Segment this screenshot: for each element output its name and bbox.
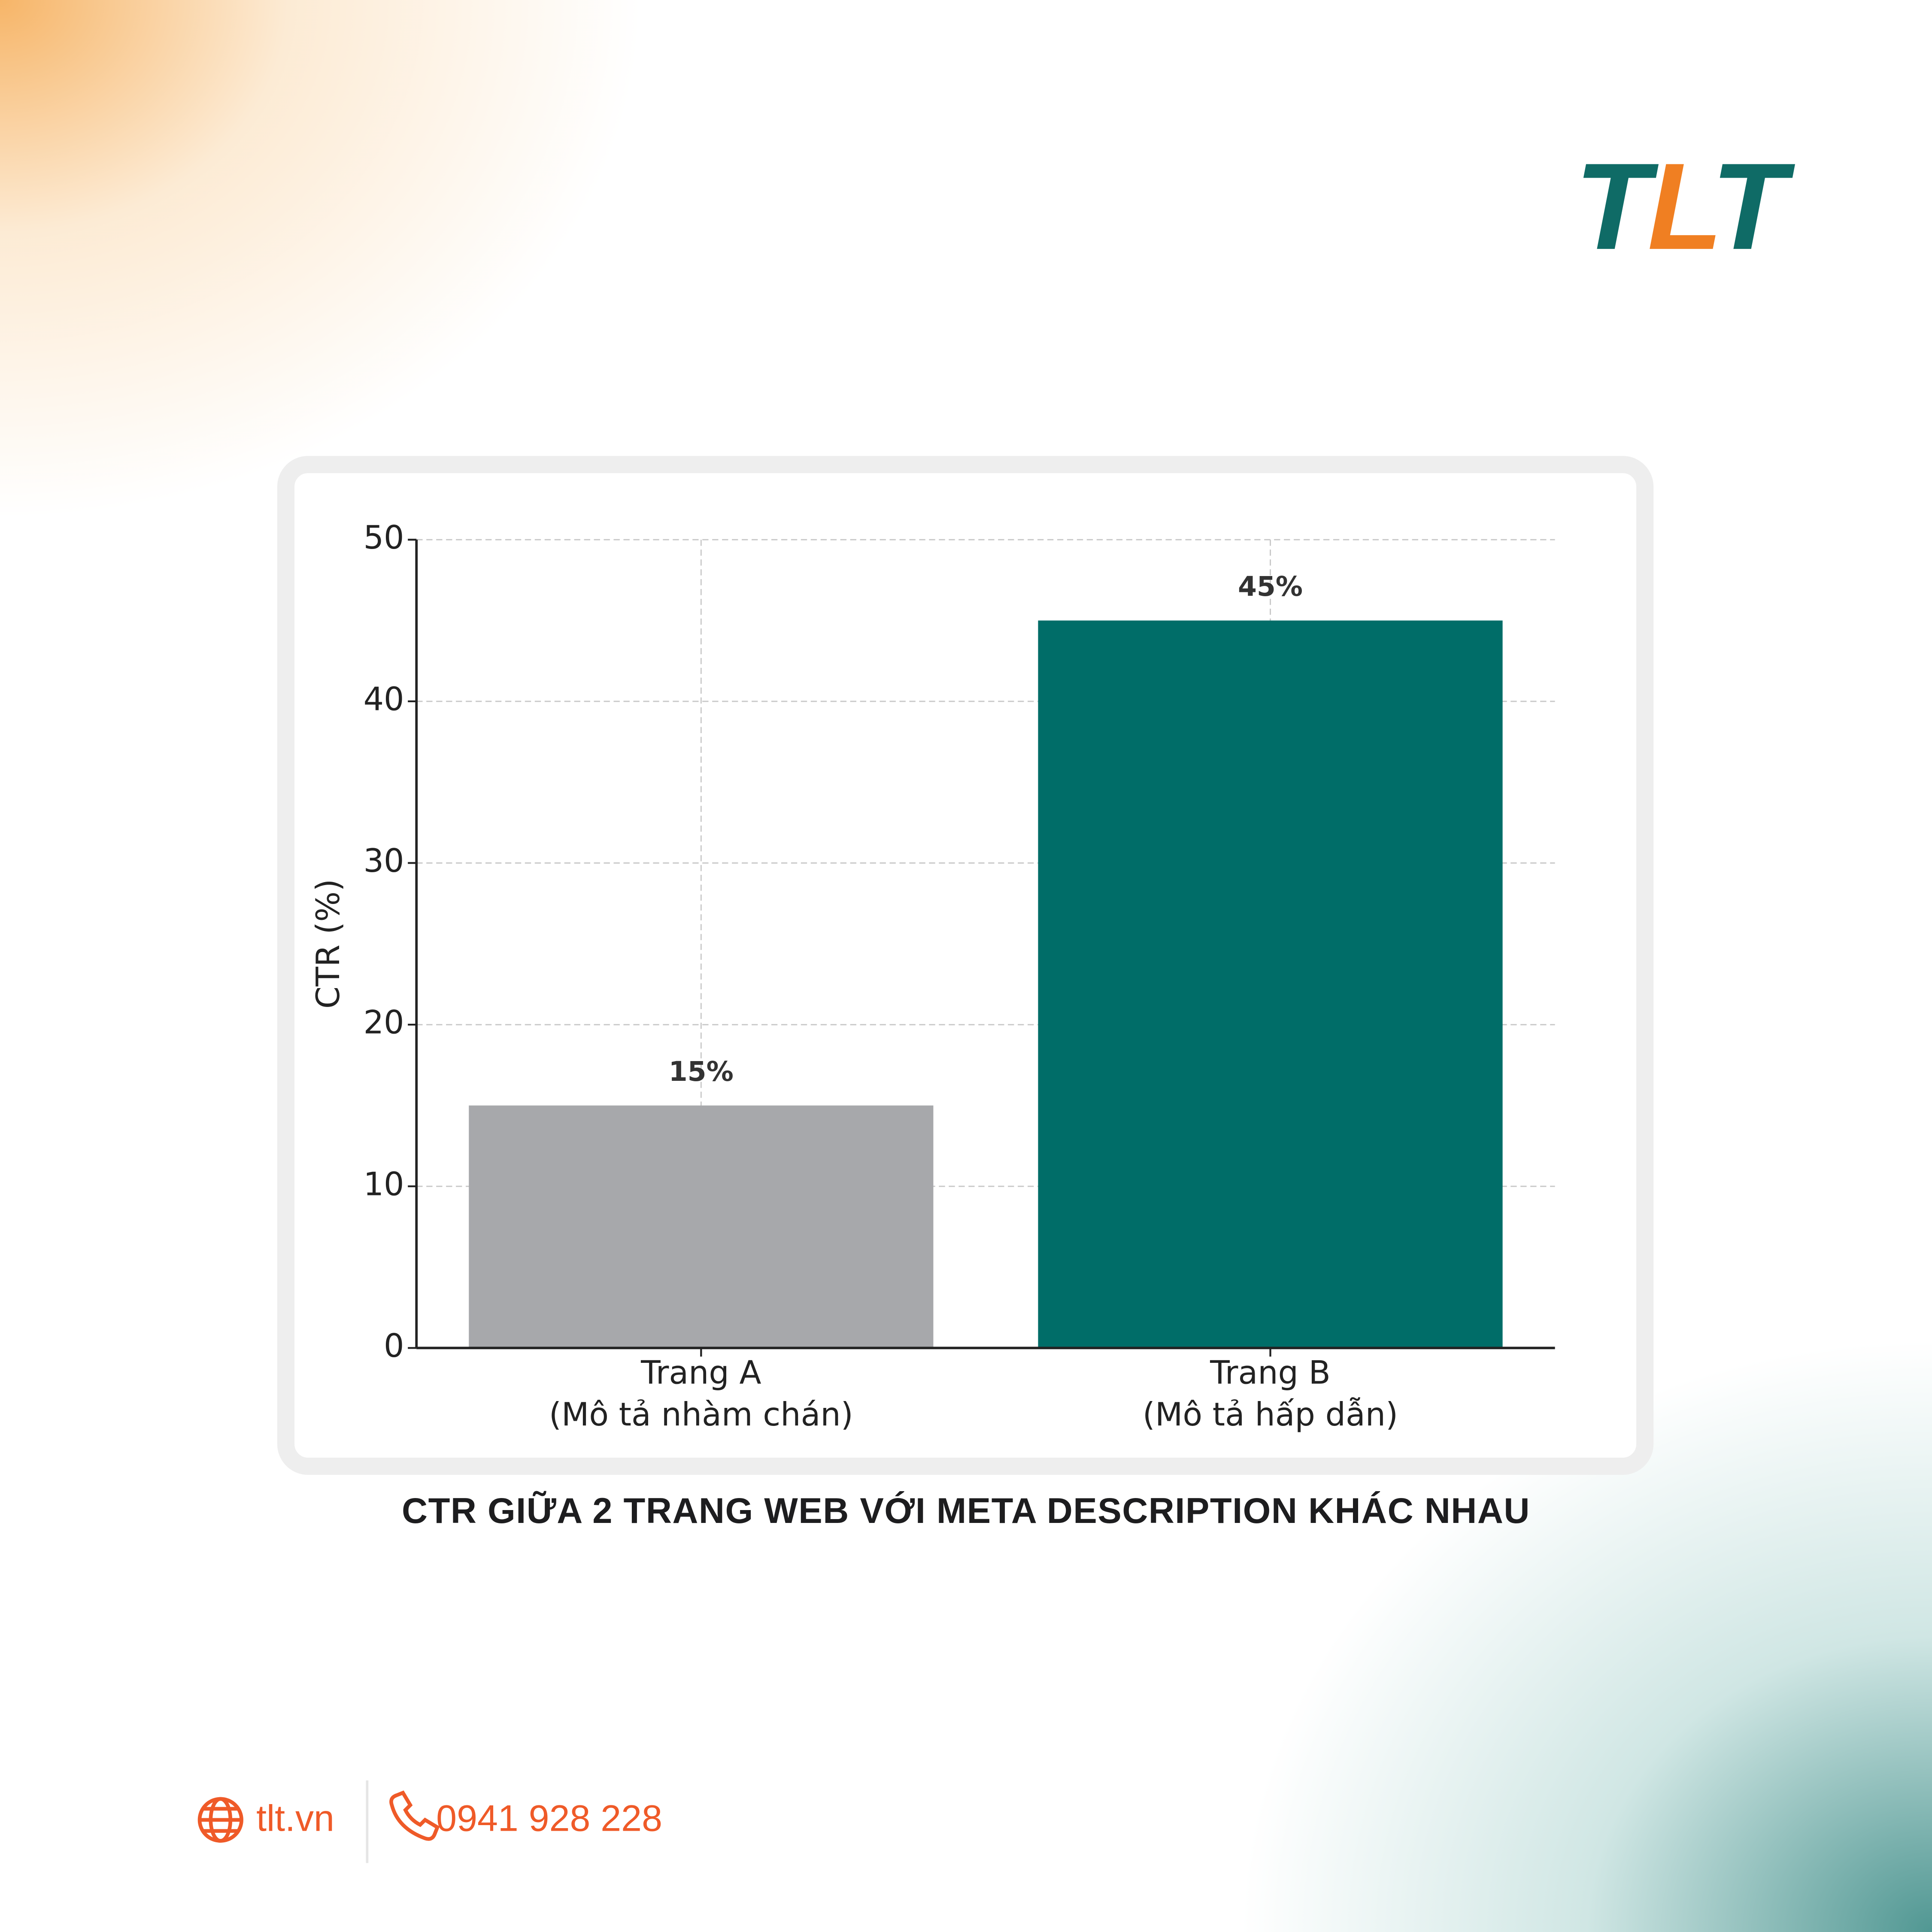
value-label: 15% xyxy=(669,1055,734,1087)
logo: TLT xyxy=(1575,146,1786,269)
logo-letter: T xyxy=(1711,138,1786,276)
y-tick-label: 20 xyxy=(364,1004,404,1041)
website: tlt.vn xyxy=(256,1799,334,1840)
y-tick-label: 30 xyxy=(364,842,404,880)
y-tick-label: 10 xyxy=(364,1165,404,1203)
logo-letter: T xyxy=(1574,138,1650,276)
value-label: 45% xyxy=(1238,570,1303,602)
y-tick-label: 50 xyxy=(364,519,404,556)
caption: CTR GIỮA 2 TRANG WEB VỚI META DESCRIPTIO… xyxy=(402,1492,1530,1532)
x-tick-label: Trang B (Mô tả hấp dẫn) xyxy=(1142,1355,1398,1435)
y-tick-label: 0 xyxy=(384,1327,404,1365)
y-tick-label: 40 xyxy=(364,680,404,718)
logo-letter: L xyxy=(1647,138,1714,276)
phone: 0941 928 228 xyxy=(436,1799,662,1840)
bar xyxy=(1038,620,1503,1348)
y-axis-label: CTR (%) xyxy=(309,879,347,1009)
bar xyxy=(469,1105,934,1348)
x-tick-label: Trang A (Mô tả nhàm chán) xyxy=(549,1355,853,1435)
